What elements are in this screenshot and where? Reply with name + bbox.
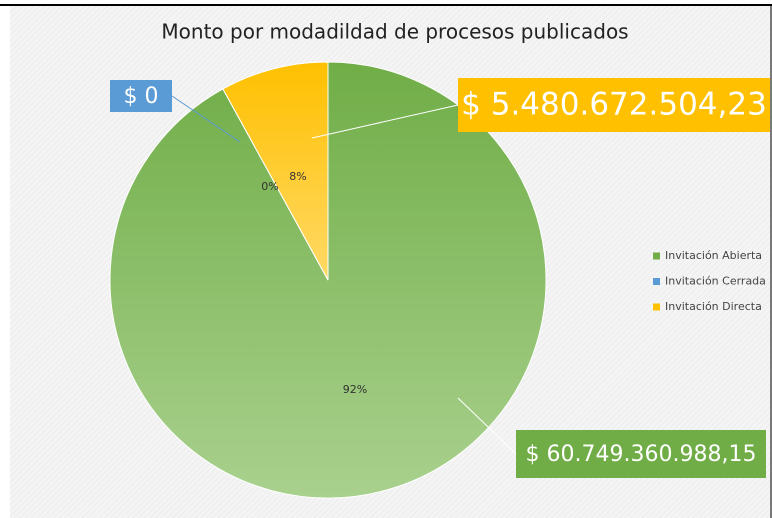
- legend-swatch: [653, 303, 660, 311]
- callout-box: [110, 80, 172, 112]
- callout-leader: [171, 95, 241, 143]
- data-label: 0%: [261, 180, 278, 193]
- legend-label: Invitación Cerrada: [665, 275, 766, 288]
- legend-label: Invitación Directa: [665, 300, 762, 313]
- callout-label: $ 60.749.360.988,15: [526, 442, 757, 467]
- legend-swatch: [653, 252, 660, 260]
- data-label: 8%: [289, 170, 306, 183]
- callout-box: [516, 430, 766, 478]
- data-label: 92%: [343, 383, 367, 396]
- legend-swatch: [653, 278, 660, 285]
- chart-title: Monto por modadildad de procesos publica…: [161, 20, 628, 44]
- pie-slice: [222, 61, 329, 281]
- callout-leader: [311, 104, 459, 139]
- legend-label: Invitación Abierta: [665, 249, 762, 262]
- callout-box: [458, 78, 770, 132]
- callout-leader: [457, 397, 517, 455]
- callout-label: $ 5.480.672.504,23: [461, 87, 767, 123]
- callout-label: $ 0: [124, 84, 159, 109]
